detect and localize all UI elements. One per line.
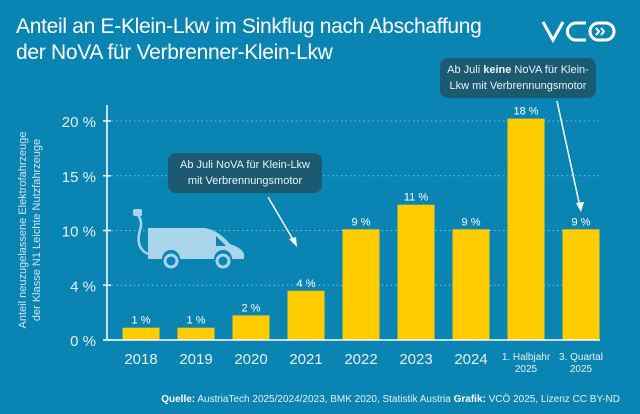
electric-van-icon [133, 209, 244, 269]
annotation-1-line-2: mit Verbrennungsmotor [187, 175, 303, 187]
annotation-nova-introduced: Ab Juli NoVA für Klein-Lkw mit Verbrennu… [168, 153, 322, 193]
arrow-icon [289, 237, 297, 247]
x-tick-label: 2021 [289, 351, 322, 368]
bar-2024 [452, 229, 490, 340]
data-label: 1 % [187, 315, 206, 327]
arrow-icon [576, 202, 584, 212]
source-label: Quelle: [161, 394, 196, 405]
data-label: 18 % [513, 106, 538, 118]
data-label: 2 % [242, 302, 261, 314]
bar-2023 [397, 204, 435, 340]
data-label: 9 % [462, 216, 481, 228]
bar-2020 [232, 315, 270, 340]
y-tick-label: 0 % [70, 333, 96, 350]
annotation-arrow-1 [267, 196, 296, 244]
x-tick-label: 2023 [399, 351, 432, 368]
x-tick-label: 2022 [344, 351, 377, 368]
x-tick-label: 3. Quartal [559, 352, 603, 363]
annotation-2-text-after: NoVA für Klein- [511, 64, 589, 76]
title-line-1: Anteil an E-Klein-Lkw im Sinkflug nach A… [16, 15, 482, 38]
bar-2021 [287, 290, 325, 340]
chart-title: Anteil an E-Klein-Lkw im Sinkflug nach A… [16, 14, 482, 66]
bar-1-halbjahr-2025 [507, 118, 545, 340]
x-tick-label: 2020 [234, 351, 267, 368]
annotation-nova-abolished: Ab Juli keine NoVA für Klein- Lkw mit Ve… [440, 58, 596, 98]
x-tick-label: 2018 [124, 351, 157, 368]
data-label: 11 % [404, 192, 428, 204]
bar-2019 [177, 327, 215, 340]
bar-2022 [342, 229, 380, 340]
x-tick-label: 2024 [454, 351, 487, 368]
source-text: AustriaTech 2025/2024/2023, BMK 2020, St… [195, 394, 454, 405]
annotation-1-line-1: Ab Juli NoVA für Klein-Lkw [179, 159, 311, 171]
annotation-2-line-2: Lkw mit Verbrennungsmotor [449, 80, 587, 92]
y-tick-label: 4 % [70, 278, 96, 295]
data-label: 9 % [352, 216, 371, 228]
data-label: 4 % [297, 278, 316, 290]
bar-3-quartal-2025 [562, 229, 600, 340]
x-tick-label: 1. Halbjahr [502, 352, 551, 363]
grafik-label: Grafik: [453, 394, 486, 405]
y-tick-label: 20 % [62, 114, 96, 131]
annotation-2-bold: keine [483, 64, 512, 76]
x-tick-label: 2025 [515, 364, 538, 375]
annotation-2-text-before: Ab Juli [447, 64, 484, 76]
source-note: Quelle: AustriaTech 2025/2024/2023, BMK … [161, 394, 620, 405]
data-label: 1 % [132, 315, 151, 327]
x-tick-label: 2019 [179, 351, 212, 368]
x-tick-label: 2025 [570, 364, 593, 375]
grafik-text: VCÖ 2025, Lizenz CC BY-ND [485, 394, 620, 405]
annotation-arrow-2 [556, 100, 581, 208]
data-label: 9 % [572, 216, 591, 228]
title-line-2: der NoVA für Verbrenner-Klein-Lkw [16, 41, 333, 64]
bar-2018 [122, 327, 160, 340]
vco-logo [540, 16, 620, 51]
y-tick-label: 15 % [62, 169, 96, 186]
y-tick-label: 10 % [62, 224, 96, 241]
